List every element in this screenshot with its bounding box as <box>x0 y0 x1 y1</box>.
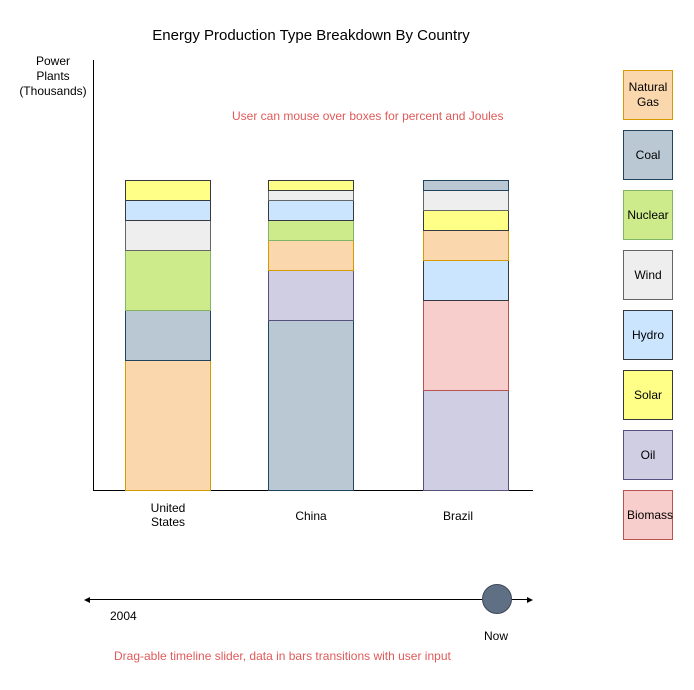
y-axis-label-line-2: Plants <box>36 69 70 83</box>
legend-item-solar: Solar <box>623 370 673 420</box>
bar-segment-china-solar[interactable] <box>268 180 354 191</box>
slider-start-label: 2004 <box>110 609 137 623</box>
bar-segment-brazil-wind[interactable] <box>423 190 509 211</box>
bar-segment-united-states-hydro[interactable] <box>125 200 211 221</box>
legend-label: Solar <box>633 387 662 402</box>
y-axis-label-line-3: (Thousands) <box>19 84 87 98</box>
category-label-united-states: United States <box>113 501 223 529</box>
legend-item-hydro: Hydro <box>623 310 673 360</box>
slider-end-label: Now <box>484 629 509 643</box>
timeline-slider-handle[interactable] <box>482 584 513 614</box>
slider-note: Drag-able timeline slider, data in bars … <box>114 649 451 663</box>
bar-segment-china-wind[interactable] <box>268 190 354 201</box>
bar-segment-brazil-biomass[interactable] <box>423 300 509 391</box>
category-label-line: United <box>150 501 186 515</box>
category-label-china: China <box>295 509 327 523</box>
bar-segment-brazil-solar[interactable] <box>423 210 509 231</box>
bar-segment-united-states-natural-gas[interactable] <box>125 360 211 491</box>
legend-label: Natural Gas <box>628 80 668 109</box>
hover-note: User can mouse over boxes for percent an… <box>232 109 504 123</box>
bar-segment-brazil-hydro[interactable] <box>423 260 509 301</box>
bar-segment-united-states-solar[interactable] <box>125 180 211 201</box>
slider-left-arrow-icon <box>84 597 90 603</box>
chart-title: Energy Production Type Breakdown By Coun… <box>152 27 470 44</box>
category-label-line: States <box>150 515 186 529</box>
legend-item-oil: Oil <box>623 430 673 480</box>
bar-segment-china-hydro[interactable] <box>268 200 354 221</box>
legend-label: Hydro <box>631 327 664 342</box>
y-axis-label: Power Plants (Thousands) <box>10 54 96 99</box>
slider-right-arrow-icon <box>527 597 533 603</box>
legend-item-natural-gas: Natural Gas <box>623 70 673 120</box>
legend-item-wind: Wind <box>623 250 673 300</box>
legend-item-biomass: Biomass <box>623 490 673 540</box>
bar-segment-united-states-wind[interactable] <box>125 220 211 251</box>
legend-label: Wind <box>634 267 662 282</box>
legend-label: Biomass <box>627 507 674 522</box>
bar-segment-china-nuclear[interactable] <box>268 220 354 241</box>
timeline-slider-track[interactable] <box>88 599 528 600</box>
legend-label: Coal <box>635 147 661 162</box>
legend-label: Nuclear <box>627 207 669 222</box>
bar-segment-brazil-oil[interactable] <box>423 390 509 491</box>
bar-segment-united-states-nuclear[interactable] <box>125 250 211 311</box>
bar-segment-brazil-coal[interactable] <box>423 180 509 191</box>
legend-item-nuclear: Nuclear <box>623 190 673 240</box>
bar-segment-united-states-coal[interactable] <box>125 310 211 361</box>
y-axis <box>93 60 94 491</box>
bar-segment-china-oil[interactable] <box>268 270 354 321</box>
category-label-brazil: Brazil <box>442 509 473 523</box>
legend-label: Oil <box>640 447 656 462</box>
y-axis-label-line-1: Power <box>35 54 70 68</box>
bar-segment-brazil-natural-gas[interactable] <box>423 230 509 261</box>
bar-segment-china-coal[interactable] <box>268 320 354 491</box>
bar-segment-china-natural-gas[interactable] <box>268 240 354 271</box>
legend-item-coal: Coal <box>623 130 673 180</box>
